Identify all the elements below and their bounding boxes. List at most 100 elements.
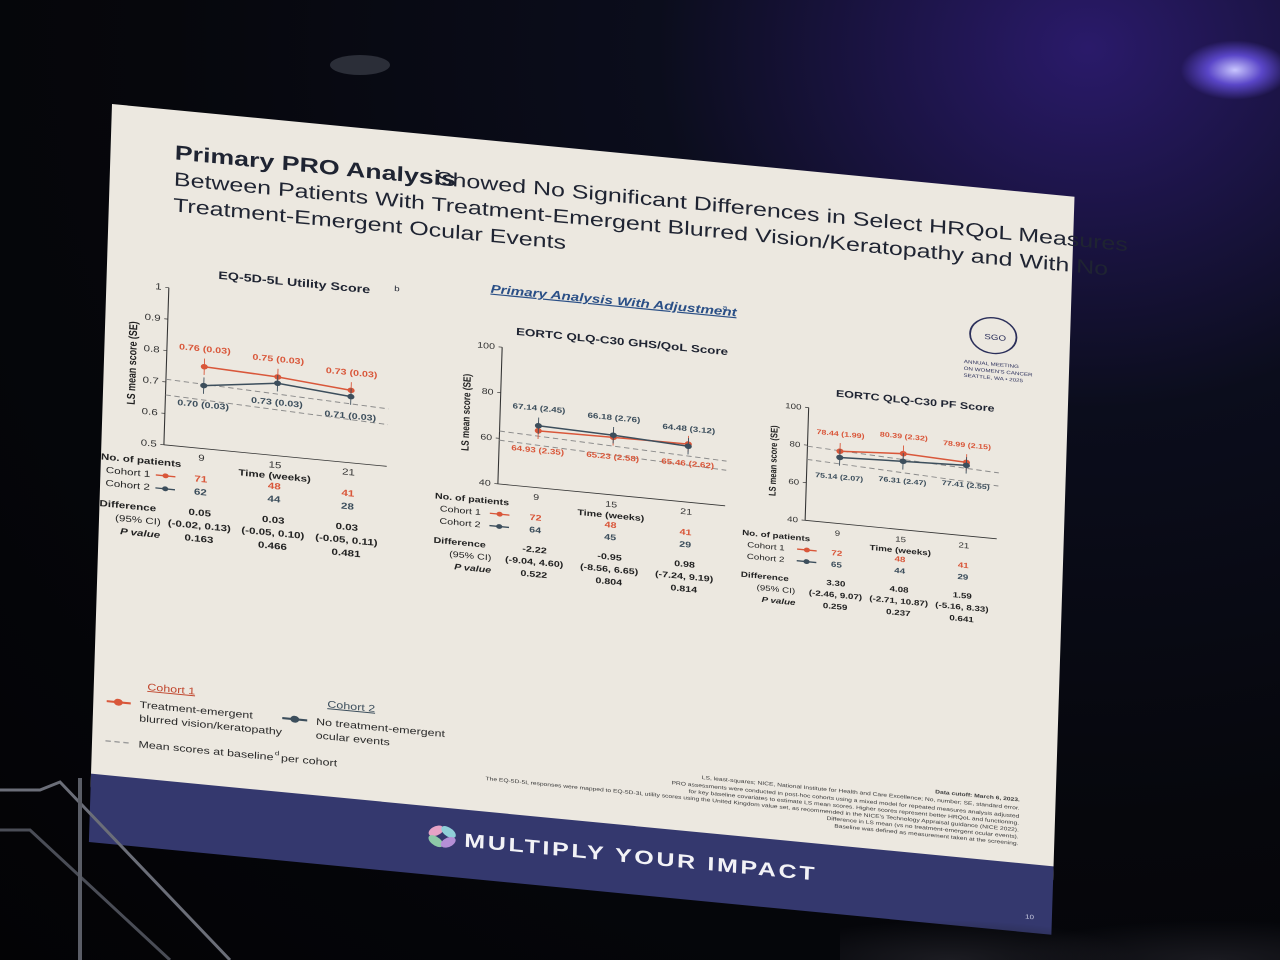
table-cohort1-marker	[162, 473, 169, 479]
cell-difference: 3.30	[826, 578, 845, 588]
y-axis	[497, 347, 503, 484]
baseline-line	[499, 430, 727, 462]
cell-difference: 4.08	[889, 584, 908, 594]
x-tick-label: 9	[198, 454, 205, 464]
cell-difference: 1.59	[953, 590, 972, 600]
table-label-cohort2: Cohort 2	[747, 552, 785, 564]
y-axis	[804, 407, 810, 521]
audience-heads	[840, 890, 1280, 960]
table-label-cohort2: Cohort 2	[439, 517, 480, 530]
chart-title-sup: b	[394, 284, 400, 293]
table-cohort2-marker	[803, 559, 810, 565]
svg-text:SGO: SGO	[984, 332, 1006, 343]
y-tick-label: 100	[785, 401, 802, 411]
cell-difference: 0.03	[335, 522, 358, 534]
y-tick-label: 0.5	[141, 438, 158, 449]
cell-pvalue: 0.259	[823, 601, 848, 612]
y-tick-label: 0.7	[142, 376, 159, 387]
legend-cohort2-title: Cohort 2	[327, 700, 375, 715]
table-cohort2-marker	[162, 486, 169, 492]
cell-patients-cohort2: 28	[341, 502, 354, 513]
cell-pvalue: 0.522	[520, 569, 547, 581]
y-tick-label: 60	[788, 477, 799, 487]
data-point	[684, 443, 692, 450]
y-axis	[163, 287, 170, 445]
cell-patients-cohort1: 72	[529, 513, 541, 524]
legend-cohort2-marker	[290, 715, 300, 723]
legend-cohort1-marker	[113, 698, 123, 706]
cell-patients-cohort2: 29	[957, 572, 968, 582]
table-label-pvalue: P value	[761, 595, 795, 607]
cell-patients-cohort2: 44	[894, 566, 905, 576]
stair-railing	[0, 778, 232, 960]
cell-difference: -0.95	[597, 552, 622, 564]
slide-banner	[88, 773, 1054, 935]
data-point	[347, 393, 355, 400]
ceiling-fixture	[330, 55, 390, 75]
y-tick-label: 80	[789, 439, 800, 449]
cell-difference: 0.98	[674, 559, 696, 571]
cell-patients-cohort2: 44	[267, 495, 280, 506]
cell-difference: 0.05	[188, 508, 211, 520]
cell-patients-cohort2: 29	[679, 540, 691, 551]
data-point	[609, 432, 617, 438]
x-axis	[805, 519, 997, 540]
table-label-cohort1: Cohort 1	[747, 540, 785, 552]
table-label-pvalue: P value	[454, 562, 492, 575]
x-tick-label: 15	[895, 534, 906, 544]
x-tick-label: 21	[680, 507, 692, 518]
cell-patients-cohort1: 41	[679, 527, 692, 538]
data-point	[534, 423, 543, 429]
cell-difference: 0.03	[262, 515, 285, 527]
subheading-sup: a	[722, 303, 728, 311]
y-axis-label: LS mean score (SE)	[767, 425, 780, 497]
data-point	[836, 454, 844, 461]
cell-patients-cohort1: 48	[894, 554, 905, 564]
cell-patients-cohort1: 48	[268, 482, 281, 493]
sgo-logo: SGO ANNUAL MEETING ON WOMEN'S CANCER SEA…	[963, 317, 1033, 384]
cell-pvalue: 0.804	[595, 576, 623, 588]
table-label-ci: (95% CI)	[756, 583, 795, 595]
data-point	[200, 364, 208, 370]
legend-baseline-sup: d	[275, 750, 280, 757]
y-tick-label: 40	[479, 478, 491, 489]
x-tick-label: 21	[958, 541, 969, 551]
cell-pvalue: 0.814	[670, 583, 698, 595]
baseline-line	[806, 458, 999, 487]
x-tick-label: 15	[605, 500, 617, 511]
cell-patients-cohort1: 41	[341, 489, 354, 500]
y-tick-label: 0.6	[141, 407, 158, 418]
data-point	[899, 458, 907, 465]
y-tick-label: 100	[477, 341, 495, 352]
x-tick-label: 9	[835, 529, 841, 538]
cell-pvalue: 0.481	[331, 548, 361, 560]
banner-logo-icon	[428, 825, 456, 848]
cell-patients-cohort1: 48	[604, 520, 617, 531]
y-tick-label: 60	[480, 432, 492, 443]
x-axis	[497, 483, 726, 507]
cell-difference: -2.22	[522, 544, 547, 556]
cell-patients-cohort2: 64	[529, 525, 542, 536]
cell-patients-cohort1: 41	[958, 560, 969, 570]
data-point	[200, 382, 208, 389]
table-label-cohort1: Cohort 1	[440, 504, 481, 517]
cell-patients-cohort1: 71	[194, 474, 207, 485]
table-cohort1-marker	[803, 547, 811, 553]
ceiling-light	[1180, 40, 1280, 100]
cell-patients-cohort2: 65	[831, 560, 842, 570]
table-label-ci: (95% CI)	[115, 514, 161, 528]
y-tick-label: 0.8	[143, 344, 160, 355]
table-label-cohort2: Cohort 2	[105, 479, 150, 493]
cell-pvalue: 0.466	[258, 541, 288, 553]
svg-text:ON WOMEN'S CANCER: ON WOMEN'S CANCER	[964, 366, 1033, 378]
y-tick-label: 80	[482, 387, 494, 398]
cell-pvalue: 0.641	[949, 613, 974, 624]
table-label-cohort1: Cohort 1	[106, 466, 151, 480]
table-cohort2-marker	[496, 524, 503, 529]
x-tick-label: 9	[533, 493, 539, 503]
y-axis-label: LS mean score (SE)	[126, 321, 141, 406]
cell-patients-cohort2: 45	[604, 532, 617, 543]
legend-cohort1-title: Cohort 1	[147, 682, 195, 697]
table-cohort1-marker	[496, 511, 503, 517]
